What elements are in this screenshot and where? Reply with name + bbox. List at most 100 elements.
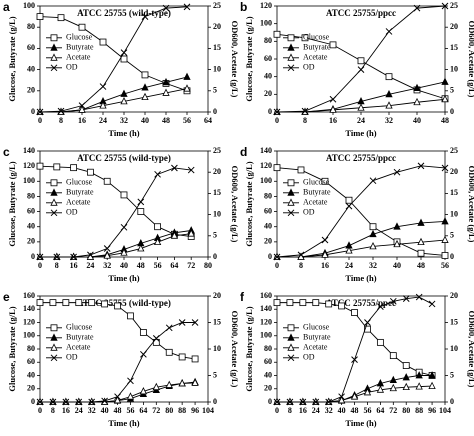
marker (369, 229, 377, 238)
x-tick-label: 32 (120, 116, 128, 125)
marker (191, 378, 199, 386)
marker (78, 23, 86, 31)
y2-tick-label: 10 (450, 64, 458, 73)
y-tick-label: 140 (260, 146, 272, 155)
marker (162, 77, 170, 86)
y-tick-label: 100 (260, 331, 272, 340)
marker (402, 382, 410, 391)
marker (345, 196, 353, 204)
y-axis-label: Glucose, Butyrate (g/L) (244, 16, 254, 101)
marker (287, 324, 295, 332)
x-tick-label: 40 (120, 261, 128, 270)
y2-axis-label: OD600, Acetate (g/L) (230, 311, 240, 388)
marker (78, 102, 86, 109)
marker (187, 229, 195, 237)
marker (183, 72, 191, 80)
y-tick-label: 120 (260, 161, 272, 170)
marker (287, 43, 295, 51)
legend-label: Acetate (66, 343, 91, 352)
y2-tick-label: 15 (450, 317, 458, 326)
marker (385, 89, 393, 98)
marker (297, 251, 305, 259)
marker (286, 398, 294, 406)
y-tick-label: 0 (31, 107, 35, 116)
marker (287, 188, 295, 196)
y-tick-label: 20 (264, 89, 272, 98)
marker (287, 53, 295, 61)
legend-label: OD (303, 353, 315, 362)
x-tick-label: 8 (299, 261, 303, 270)
marker (170, 231, 179, 239)
legend-label: OD (66, 208, 78, 217)
marker (287, 198, 295, 206)
y-tick-label: 80 (27, 344, 35, 353)
y-tick-label: 140 (23, 304, 35, 313)
x-tick-label: 8 (51, 406, 55, 415)
marker (162, 88, 170, 96)
y2-tick-label: 20 (450, 167, 458, 176)
plot-frame (276, 150, 446, 258)
marker (428, 381, 436, 390)
y-tick-label: 20 (264, 237, 272, 246)
x-tick-label: 48 (137, 261, 145, 270)
marker (415, 371, 423, 379)
marker (75, 398, 83, 406)
marker (120, 55, 128, 63)
y2-tick-label: 15 (213, 43, 221, 52)
marker (141, 13, 149, 20)
legend-label: Acetate (303, 198, 328, 207)
marker (36, 253, 44, 261)
marker (329, 41, 337, 49)
marker (183, 84, 191, 92)
y-tick-label: 160 (23, 291, 35, 300)
y2-tick-label: 25 (450, 1, 458, 10)
marker (36, 13, 44, 20)
marker (287, 64, 295, 72)
marker (325, 300, 333, 308)
marker (36, 299, 44, 307)
marker (127, 377, 134, 385)
marker (286, 299, 294, 307)
x-tick-label: 56 (363, 406, 371, 415)
legend-label: Butyrate (303, 333, 331, 342)
marker (329, 105, 337, 113)
x-tick-label: 56 (183, 116, 191, 125)
y2-tick-label: 10 (450, 344, 458, 353)
marker (413, 83, 421, 92)
x-tick-label: 56 (441, 261, 449, 270)
marker (287, 179, 295, 187)
series-line (39, 6, 188, 113)
marker (389, 352, 397, 360)
legend-label: Acetate (66, 198, 91, 207)
panel-letter: f (240, 290, 245, 304)
marker (273, 30, 281, 38)
marker (183, 3, 191, 11)
x-axis-label: Time (h) (108, 418, 139, 428)
y-tick-label: 100 (260, 176, 272, 185)
marker (50, 198, 58, 206)
y-tick-label: 20 (264, 384, 272, 393)
y-tick-label: 60 (27, 206, 35, 215)
marker (103, 251, 111, 259)
x-tick-label: 24 (75, 406, 83, 415)
marker (50, 333, 58, 341)
x-tick-label: 40 (141, 116, 149, 125)
x-tick-label: 24 (345, 261, 353, 270)
y-tick-label: 0 (31, 397, 35, 406)
y-tick-label: 140 (23, 146, 35, 155)
x-tick-label: 24 (99, 116, 107, 125)
legend-label: Butyrate (303, 43, 331, 52)
x-tick-label: 24 (86, 261, 94, 270)
y2-tick-label: 0 (450, 107, 454, 116)
marker (49, 398, 57, 406)
marker (385, 28, 393, 35)
marker (428, 371, 436, 379)
y-tick-label: 120 (23, 161, 35, 170)
marker (120, 49, 128, 56)
legend-label: Glucose (66, 178, 93, 187)
marker (88, 299, 96, 307)
series-line (39, 16, 188, 92)
marker (62, 398, 70, 406)
y2-tick-label: 15 (450, 188, 458, 197)
legend-label: OD (66, 353, 78, 362)
